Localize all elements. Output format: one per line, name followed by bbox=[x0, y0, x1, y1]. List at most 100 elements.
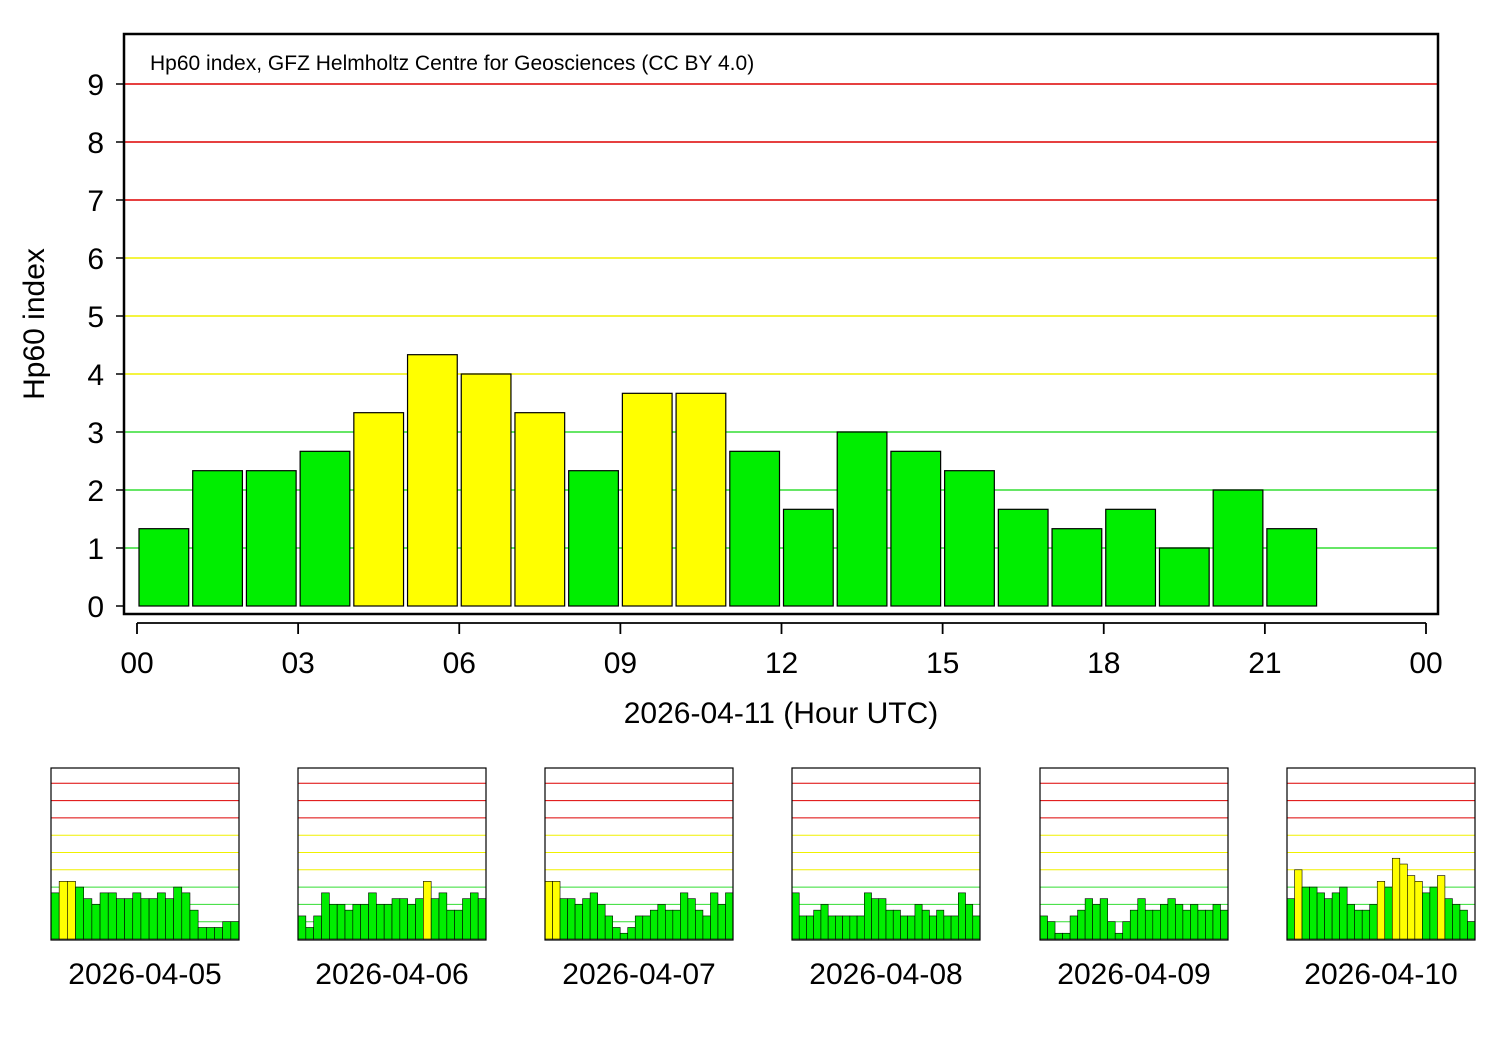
mini-bar bbox=[827, 915, 836, 940]
mini-bar bbox=[1467, 921, 1476, 940]
mini-bar bbox=[1152, 909, 1161, 940]
mini-bar bbox=[1197, 909, 1206, 940]
mini-bar bbox=[91, 904, 101, 940]
mini-bar bbox=[1459, 909, 1468, 940]
mini-bar bbox=[1062, 932, 1071, 940]
mini-bar bbox=[1414, 881, 1423, 940]
mini-bar bbox=[1167, 898, 1176, 940]
mini-bar bbox=[849, 915, 858, 940]
mini-bar bbox=[438, 892, 448, 940]
mini-chart-2026-04-06: 2026-04-06 bbox=[297, 767, 487, 991]
mini-bar bbox=[842, 915, 851, 940]
mini-bar bbox=[929, 915, 937, 940]
mini-bar bbox=[352, 904, 361, 940]
mini-bar bbox=[900, 915, 908, 940]
bar-hour-11 bbox=[729, 450, 781, 607]
mini-bar bbox=[914, 904, 923, 940]
mini-bar bbox=[1129, 909, 1139, 940]
y-tick-label: 0 bbox=[87, 591, 104, 624]
mini-bar bbox=[958, 892, 966, 940]
mini-bar bbox=[230, 921, 240, 940]
main-bars bbox=[138, 354, 1318, 607]
y-tick-label: 4 bbox=[87, 359, 104, 392]
bar-hour-21 bbox=[1266, 528, 1318, 607]
mini-bar bbox=[1429, 886, 1438, 940]
mini-bar bbox=[107, 892, 117, 940]
x-tick-label: 00 bbox=[1409, 647, 1442, 680]
mini-bar bbox=[582, 898, 591, 940]
bar-hour-3 bbox=[299, 450, 351, 607]
mini-bar bbox=[634, 915, 644, 940]
y-tick-label: 9 bbox=[87, 69, 104, 102]
x-tick-label: 06 bbox=[443, 647, 476, 680]
mini-bar bbox=[1361, 909, 1371, 940]
bar-hour-10 bbox=[675, 392, 727, 607]
mini-bar bbox=[950, 915, 959, 940]
mini-bar bbox=[665, 909, 674, 940]
mini-bar bbox=[1407, 875, 1416, 940]
bar-hour-8 bbox=[568, 470, 619, 607]
mini-bar bbox=[725, 892, 734, 940]
mini-bar bbox=[1452, 904, 1461, 940]
mini-bar bbox=[116, 898, 125, 940]
mini-bar bbox=[1384, 886, 1393, 940]
mini-bar bbox=[892, 909, 901, 940]
mini-bar bbox=[710, 892, 719, 940]
mini-bar bbox=[1114, 932, 1124, 940]
mini-bar bbox=[399, 898, 408, 940]
mini-bar bbox=[99, 892, 109, 940]
mini-bar bbox=[50, 892, 60, 940]
mini-bar bbox=[680, 892, 689, 940]
mini-bar bbox=[1399, 863, 1408, 940]
x-tick-label: 00 bbox=[120, 647, 153, 680]
y-tick-label: 1 bbox=[87, 533, 104, 566]
mini-bar bbox=[885, 909, 894, 940]
y-axis-label: Hp60 index bbox=[18, 248, 51, 400]
mini-bar bbox=[544, 881, 553, 940]
mini-bar bbox=[446, 909, 455, 940]
mini-bar bbox=[470, 892, 479, 940]
bar-hour-2 bbox=[245, 470, 297, 607]
bar-hour-17 bbox=[1051, 528, 1103, 607]
mini-frame bbox=[544, 767, 734, 941]
mini-bar bbox=[197, 927, 207, 940]
mini-bar bbox=[806, 915, 814, 940]
chart-title: Hp60 index, GFZ Helmholtz Centre for Geo… bbox=[150, 52, 754, 75]
mini-bar bbox=[1437, 875, 1446, 940]
mini-bar bbox=[1137, 898, 1146, 940]
mini-bar bbox=[165, 898, 174, 940]
previous-days-thumbnails: 2026-04-05 2026-04-06 2026-04-07 2026-04-08… bbox=[50, 767, 1476, 991]
mini-bar bbox=[943, 915, 952, 940]
mini-bar bbox=[1369, 904, 1378, 940]
mini-bar bbox=[1309, 886, 1318, 940]
mini-bar bbox=[181, 892, 191, 940]
mini-frame bbox=[1286, 767, 1476, 941]
mini-bar bbox=[864, 892, 872, 940]
mini-bar bbox=[423, 881, 432, 940]
mini-bar bbox=[567, 898, 576, 940]
mini-bar bbox=[321, 892, 330, 940]
mini-bar bbox=[132, 892, 142, 940]
mini-bar bbox=[1160, 904, 1169, 940]
mini-bar bbox=[222, 921, 232, 940]
mini-bar bbox=[1301, 886, 1310, 940]
mini-bar bbox=[1182, 909, 1191, 940]
mini-bar bbox=[642, 915, 651, 940]
mini-bar bbox=[430, 898, 440, 940]
mini-bar bbox=[1346, 904, 1355, 940]
mini-chart-2026-04-09: 2026-04-09 bbox=[1039, 767, 1229, 991]
mini-bar bbox=[972, 915, 981, 940]
mini-bar bbox=[878, 898, 887, 940]
bar-hour-1 bbox=[192, 470, 244, 607]
mini-bar bbox=[589, 892, 598, 940]
mini-bar bbox=[1175, 904, 1184, 940]
bar-hour-6 bbox=[460, 373, 512, 607]
mini-bar bbox=[407, 904, 416, 940]
mini-bar bbox=[695, 909, 704, 940]
x-axis-label: 2026-04-11 (Hour UTC) bbox=[624, 697, 939, 730]
bar-hour-16 bbox=[997, 508, 1049, 607]
mini-bar bbox=[657, 904, 666, 940]
mini-bar bbox=[835, 915, 843, 940]
mini-bar bbox=[1144, 909, 1154, 940]
